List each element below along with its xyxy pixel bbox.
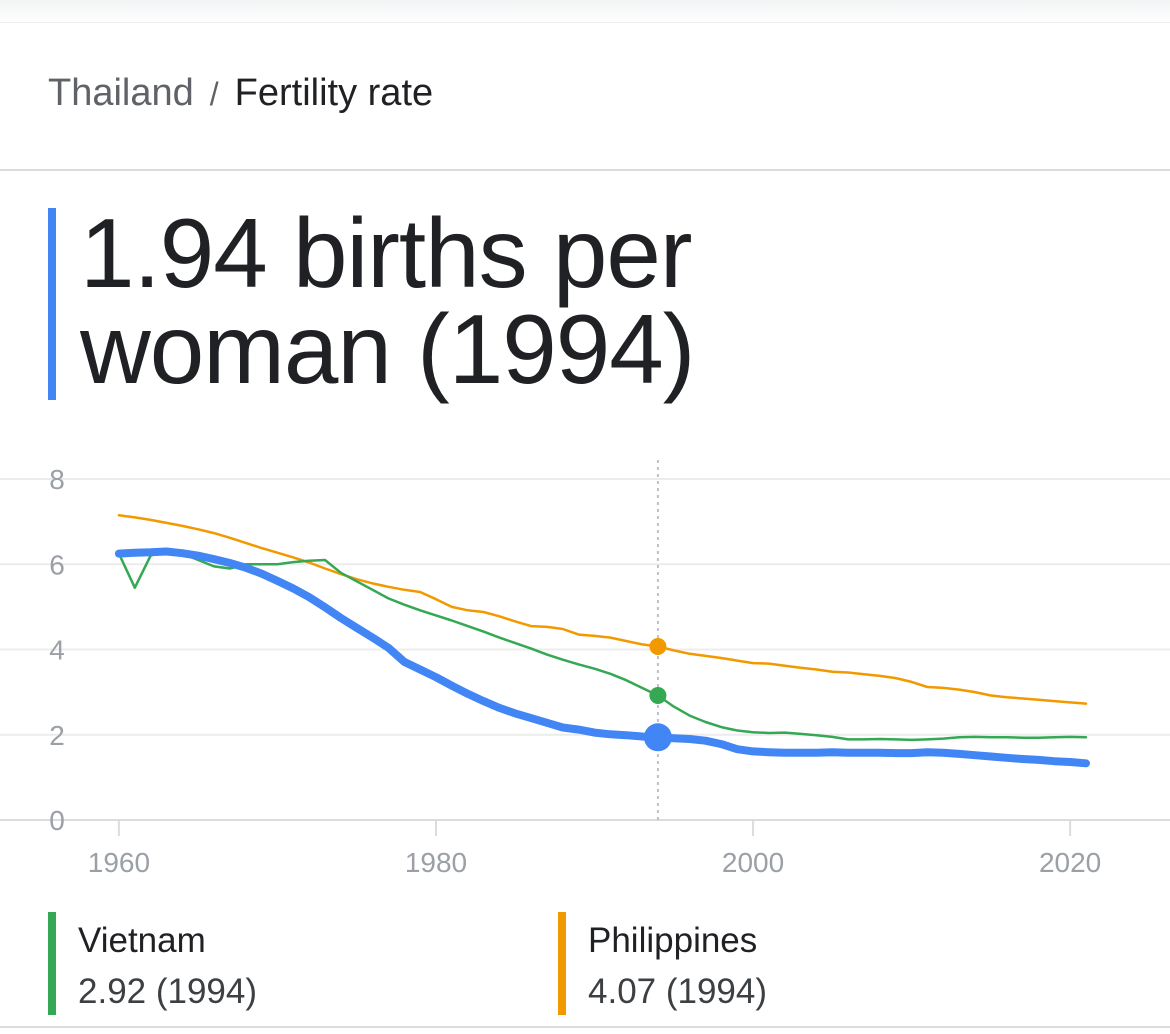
legend-value: 2.92 (1994) <box>78 972 257 1011</box>
series-line <box>117 548 1088 742</box>
series-line <box>114 547 1090 768</box>
y-tick-label: 4 <box>49 635 65 666</box>
y-tick-label: 2 <box>49 720 65 751</box>
divider <box>0 1026 1170 1028</box>
x-tick-label: 2020 <box>1039 847 1101 878</box>
x-tick-label: 1980 <box>405 847 467 878</box>
breadcrumb: Thailand / Fertility rate <box>48 72 433 115</box>
y-tick-label: 8 <box>49 464 65 495</box>
headline-accent <box>48 208 56 400</box>
breadcrumb-title: Fertility rate <box>234 72 434 114</box>
legend-name: Philippines <box>588 921 757 960</box>
divider <box>0 169 1170 171</box>
y-tick-label: 0 <box>49 805 65 836</box>
headline: 1.94 births per woman (1994) <box>80 198 695 404</box>
highlight-dot <box>649 638 667 656</box>
legend-swatch <box>48 912 56 1015</box>
y-tick-label: 6 <box>49 549 65 580</box>
highlight-dot <box>649 687 667 705</box>
x-tick-label: 2000 <box>722 847 784 878</box>
top-shadow <box>0 0 1170 23</box>
highlight-dot <box>643 723 672 752</box>
legend-swatch <box>558 912 566 1015</box>
breadcrumb-country[interactable]: Thailand <box>48 72 194 114</box>
legend-value: 4.07 (1994) <box>588 972 767 1011</box>
x-tick-label: 1960 <box>88 847 150 878</box>
series-line <box>117 513 1088 705</box>
breadcrumb-separator: / <box>209 76 219 112</box>
legend-name: Vietnam <box>78 921 206 960</box>
